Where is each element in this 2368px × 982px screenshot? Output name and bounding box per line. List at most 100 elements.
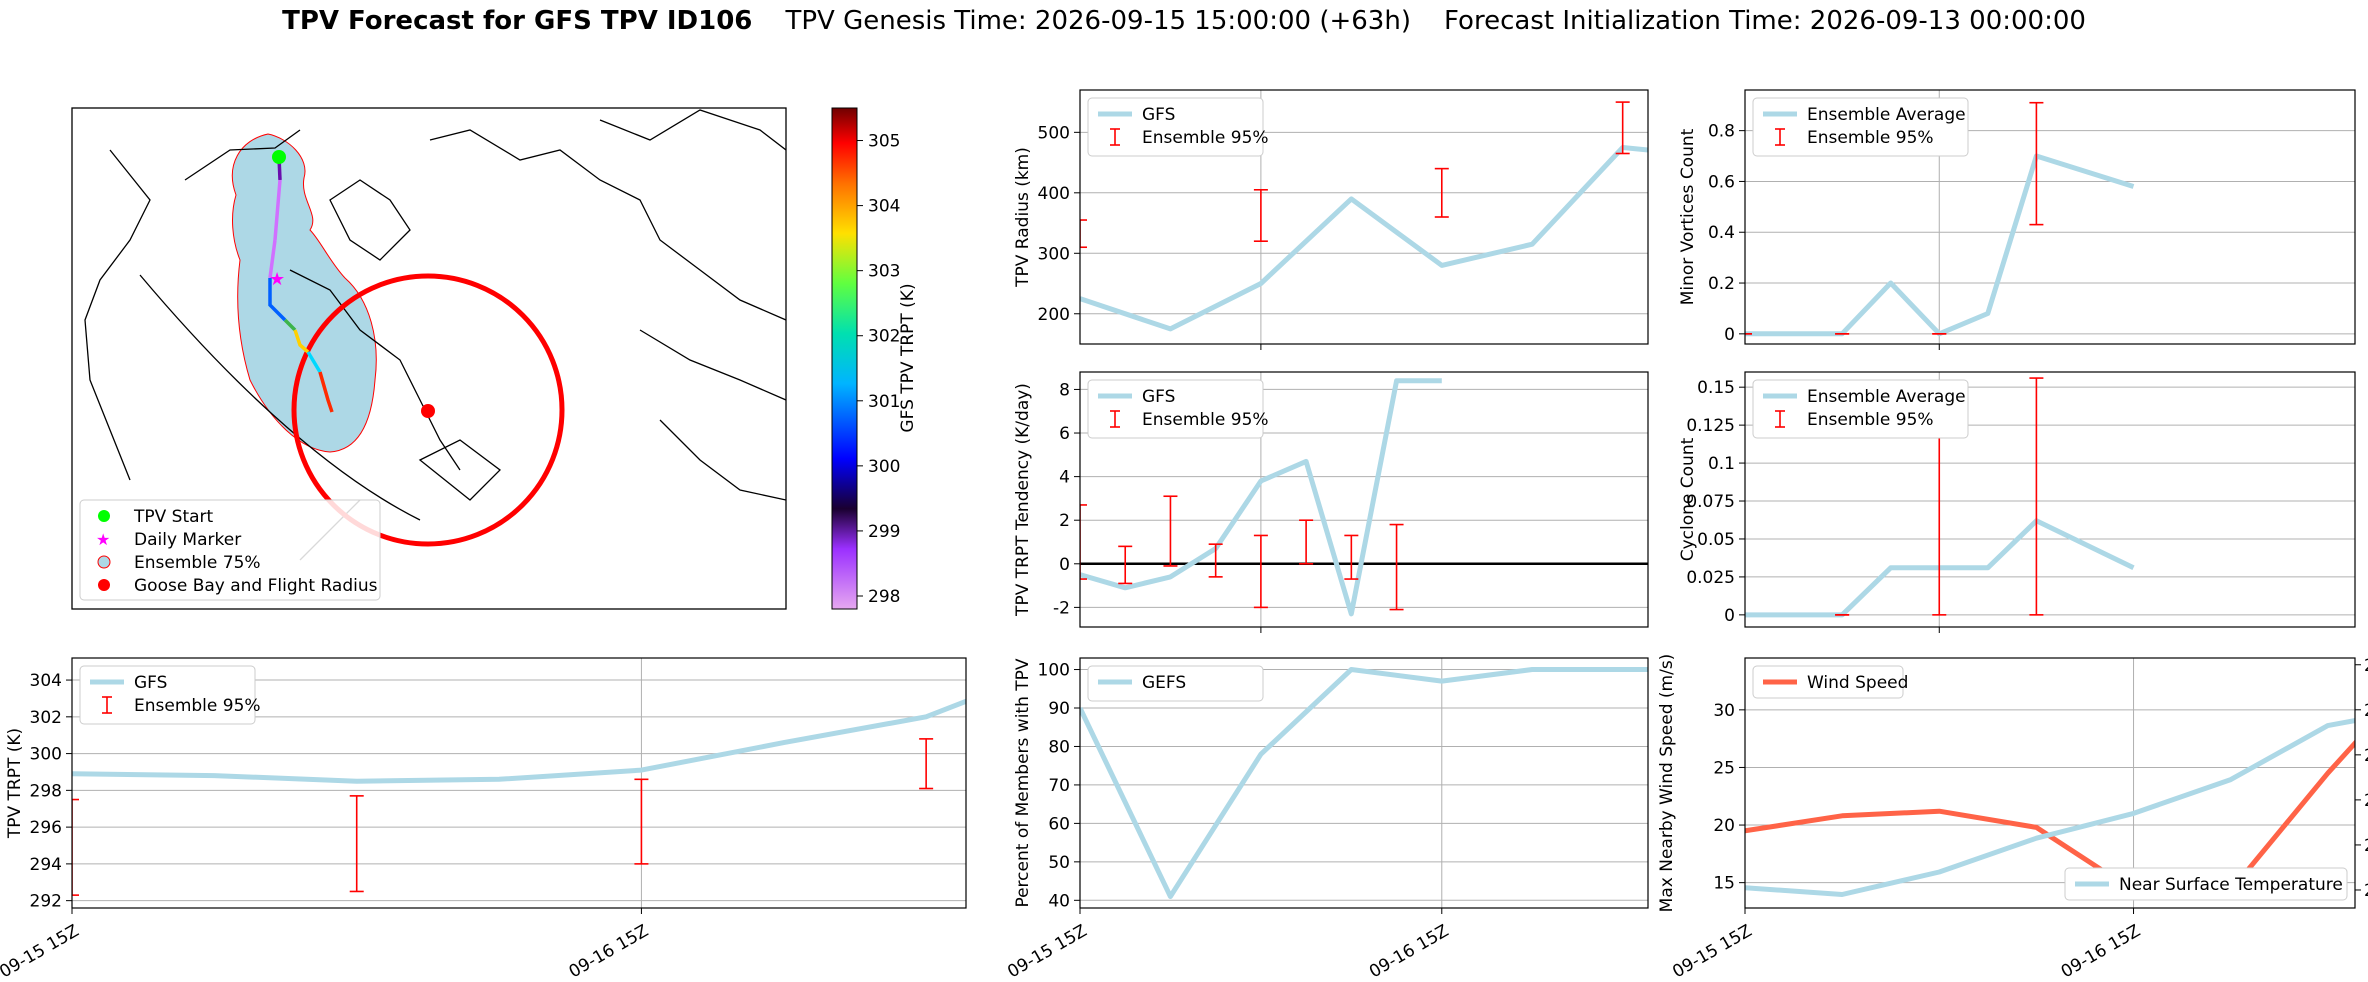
colorbar — [831, 107, 858, 610]
y-tick-label: 15 — [1713, 874, 1735, 894]
y-tick-label: 40 — [1048, 891, 1070, 911]
colorbar-tick-label: 303 — [868, 262, 900, 282]
tpv-start-marker — [272, 150, 286, 164]
error-bar — [1080, 219, 1087, 249]
colorbar-tick-label: 305 — [868, 132, 900, 152]
legend-tpv-start: TPV Start — [133, 507, 214, 527]
y-tick-label: 4 — [1059, 468, 1070, 488]
y-axis-label: TPV TRPT Tendency (K/day) — [1013, 383, 1033, 617]
coastlines — [84, 109, 786, 561]
genesis-time: TPV Genesis Time: 2026-09-15 15:00:00 (+… — [785, 6, 1411, 36]
error-bar — [72, 798, 79, 896]
y-tick-label: 2 — [1059, 511, 1070, 531]
trpt-chart: 292 294 296 298 300 302 304 09-15 15Z 09-16 15Z T… — [0, 657, 967, 982]
colorbar-tick-label: 301 — [868, 392, 900, 412]
x-tick-label: 09-16 15Z — [2058, 921, 2144, 982]
x-tick-label: 09-15 15Z — [1669, 921, 1755, 982]
error-bar — [349, 795, 364, 893]
error-bar — [919, 738, 934, 790]
y-tick-label: 292 — [30, 892, 62, 912]
y-tick-label: 296 — [30, 818, 62, 838]
wind-temperature-chart: 15 20 25 30 09-15 15Z 09-16 15Z Max Nearby Win… — [1657, 654, 2368, 982]
legend: GFS Ensemble 95% — [1087, 97, 1269, 157]
map-legend: TPV Start ★ Daily Marker Ensemble 75% Go… — [79, 499, 381, 601]
figure-title-main: TPV Forecast for GFS TPV ID106 — [282, 6, 753, 36]
colorbar-tick-label: 300 — [868, 457, 900, 477]
x-tick-label: 09-15 15Z — [0, 921, 83, 982]
y-tick-label: 0.6 — [1708, 172, 1735, 192]
y-tick-label: 60 — [1048, 814, 1070, 834]
y-tick-label: 300 — [30, 745, 62, 765]
y-tick-label: 8 — [1059, 380, 1070, 400]
legend-ensemble-75: Ensemble 75% — [134, 553, 261, 573]
series-line-0 — [1080, 667, 1648, 899]
y-tick-label: 0.4 — [1708, 223, 1735, 243]
y-tick-label: 500 — [1038, 123, 1070, 143]
y-tick-label: 90 — [1048, 699, 1070, 719]
figure-title: TPV Forecast for GFS TPV ID106 TPV Genes… — [0, 6, 2368, 36]
error-bar — [1118, 545, 1133, 585]
y2-tick-label: 274 — [2364, 746, 2368, 766]
tpv-track — [268, 156, 334, 413]
y-tick-label: 20 — [1713, 816, 1735, 836]
error-bar — [1615, 101, 1630, 155]
y-tick-label: 25 — [1713, 758, 1735, 778]
colorbar-ticks: 305 304 303 302 301 300 299 298 — [857, 132, 900, 607]
y-tick-label: 0.125 — [1686, 416, 1735, 436]
y-tick-label: 0.2 — [1708, 274, 1735, 294]
legend-daily-icon: ★ — [96, 530, 110, 549]
y2-tick-label: 276 — [2364, 701, 2368, 721]
x-tick-label: 09-15 15Z — [1004, 921, 1090, 982]
error-bar — [634, 778, 649, 865]
error-bar — [1080, 504, 1087, 580]
y-tick-label: 0 — [1059, 555, 1070, 575]
y-tick-label: 294 — [30, 855, 62, 875]
legend-error-label: Ensemble 95% — [1142, 410, 1269, 430]
legend-series-label: GFS — [134, 673, 167, 693]
axes-frame — [1744, 89, 2356, 345]
series-line-0 — [1080, 378, 1442, 617]
legend-ensemble-icon — [97, 555, 111, 569]
legend-daily-marker: Daily Marker — [134, 530, 241, 550]
plot-area — [72, 698, 966, 896]
minor-vortices-chart: 0 0.2 0.4 0.6 0.8 Minor Vortices Count Ensembl… — [1678, 89, 2356, 350]
error-bar — [2029, 377, 2044, 616]
legend-box — [1752, 97, 1969, 157]
y-axis-label: Cyclone Count — [1678, 437, 1698, 561]
error-bar — [1389, 523, 1404, 611]
plot-area — [1080, 667, 1648, 899]
track-map: ★ TPV Start ★ Daily Marker Ensemble 75% … — [71, 107, 918, 610]
y-tick-label: 80 — [1048, 737, 1070, 757]
members-chart: 40 50 60 70 80 90 100 09-15 15Z 09-16 15Z Percent… — [1004, 657, 1649, 982]
legend-series-label: Ensemble Average — [1807, 387, 1966, 407]
series-line-0 — [72, 698, 966, 784]
legend-wind: Wind Speed — [1752, 665, 1908, 699]
error-bar — [1253, 534, 1268, 609]
y-tick-label: 0.1 — [1708, 454, 1735, 474]
legend-box — [1087, 665, 1264, 702]
legend: Ensemble Average Ensemble 95% — [1752, 379, 1969, 439]
error-bar — [1208, 543, 1223, 578]
y-tick-label: 304 — [30, 671, 62, 691]
y-axis-label: Percent of Members with TPV — [1013, 658, 1033, 907]
y2-tick-label: 270 — [2364, 836, 2368, 856]
error-bar — [1434, 167, 1449, 218]
cyclone-count-chart: 0 0.025 0.05 0.075 0.1 0.125 0.15 Cyclone Count… — [1678, 371, 2356, 633]
colorbar-tick-label: 302 — [868, 327, 900, 347]
legend-goose-bay: Goose Bay and Flight Radius — [134, 576, 378, 596]
legend-error-label: Ensemble 95% — [1142, 128, 1269, 148]
y-tick-label: 0.05 — [1697, 530, 1735, 550]
legend-error-label: Ensemble 95% — [134, 696, 261, 716]
y-tick-label: 30 — [1713, 701, 1735, 721]
y-tick-label: 100 — [1038, 661, 1070, 681]
y-tick-label: 50 — [1048, 853, 1070, 873]
legend: GFS Ensemble 95% — [79, 665, 261, 725]
axes-frame — [1744, 371, 2356, 628]
error-bar — [1163, 495, 1178, 567]
legend-series-label: GFS — [1142, 105, 1175, 125]
y-axis-label: Max Nearby Wind Speed (m/s) — [1657, 654, 1677, 913]
y-tick-label: 300 — [1038, 244, 1070, 264]
y-tick-label: 0.025 — [1686, 568, 1735, 588]
y-tick-label: 302 — [30, 708, 62, 728]
